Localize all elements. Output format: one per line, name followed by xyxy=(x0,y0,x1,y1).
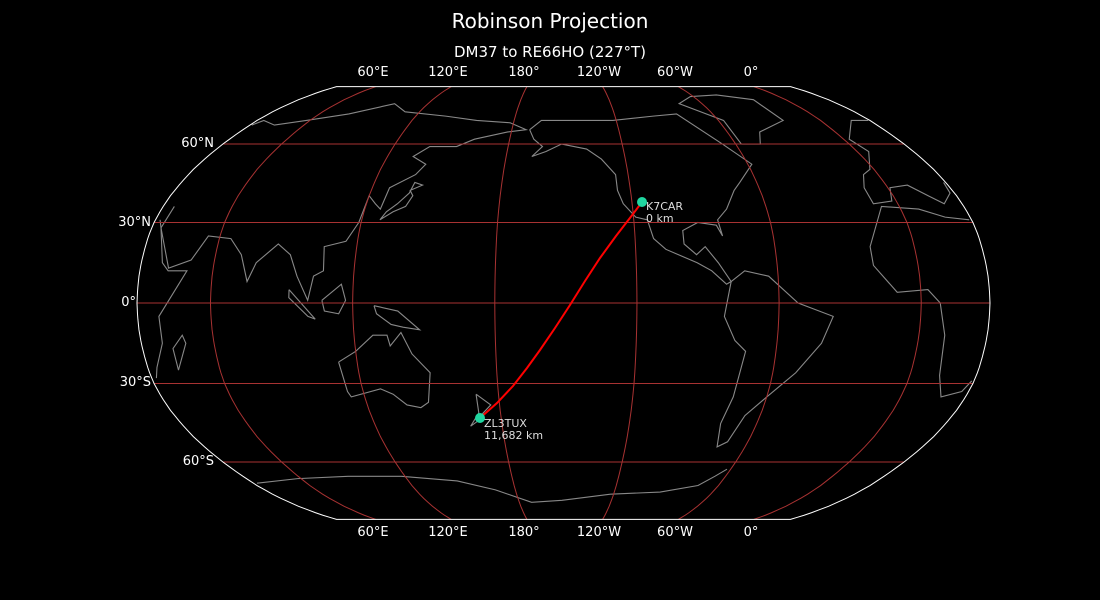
station-call: ZL3TUX xyxy=(484,417,527,430)
map-outline xyxy=(136,86,991,520)
coastline xyxy=(529,113,753,285)
meridian-gridline xyxy=(677,86,780,520)
lon-tick-top: 180° xyxy=(508,65,540,80)
lon-tick-bottom: 180° xyxy=(508,525,540,540)
meridian-gridline xyxy=(494,86,528,520)
station-distance: 11,682 km xyxy=(484,429,544,442)
station-marker-zl3tux xyxy=(475,413,485,423)
lon-tick-bottom: 120°W xyxy=(576,525,622,540)
lat-tick: 60°N xyxy=(181,136,214,151)
great-circle-path xyxy=(479,201,643,419)
coastline xyxy=(172,334,187,371)
coastline xyxy=(716,270,834,448)
lon-tick-top: 120°E xyxy=(428,65,468,80)
coastline xyxy=(848,119,951,205)
coastline xyxy=(373,305,422,331)
meridian-gridline xyxy=(209,86,376,520)
lon-tick-bottom: 60°E xyxy=(357,525,389,540)
lon-tick-bottom: 60°W xyxy=(657,525,693,540)
lon-tick-bottom: 0° xyxy=(743,525,759,540)
coastline xyxy=(321,283,347,315)
coastline xyxy=(288,289,316,320)
coastline xyxy=(155,219,188,379)
station-call: K7CAR xyxy=(646,200,684,213)
coastline xyxy=(338,331,431,409)
map-subtitle: DM37 to RE66HO (227°T) xyxy=(453,43,646,61)
station-label-zl3tux: ZL3TUX 11,682 km xyxy=(484,418,543,442)
coastline xyxy=(160,103,529,303)
lon-tick-top: 0° xyxy=(743,65,759,80)
coastline xyxy=(869,205,973,398)
coastline xyxy=(256,468,728,503)
map-title: Robinson Projection xyxy=(451,9,649,33)
station-marker-k7car xyxy=(637,197,647,207)
lat-tick: 0° xyxy=(121,295,136,310)
coastline xyxy=(677,94,785,145)
coastline xyxy=(379,181,425,221)
station-label-k7car: K7CAR 0 km xyxy=(646,201,683,225)
lat-tick: 30°S xyxy=(119,375,151,390)
lon-tick-bottom: 120°E xyxy=(428,525,468,540)
lat-tick: 60°S xyxy=(182,454,214,469)
meridian-gridline xyxy=(753,86,922,520)
meridian-gridline xyxy=(352,86,452,520)
lon-tick-top: 60°E xyxy=(357,65,389,80)
lon-tick-top: 120°W xyxy=(576,65,622,80)
meridian-gridline xyxy=(602,86,638,520)
lon-tick-top: 60°W xyxy=(657,65,693,80)
lat-tick: 30°N xyxy=(118,215,151,230)
station-distance: 0 km xyxy=(646,212,674,225)
